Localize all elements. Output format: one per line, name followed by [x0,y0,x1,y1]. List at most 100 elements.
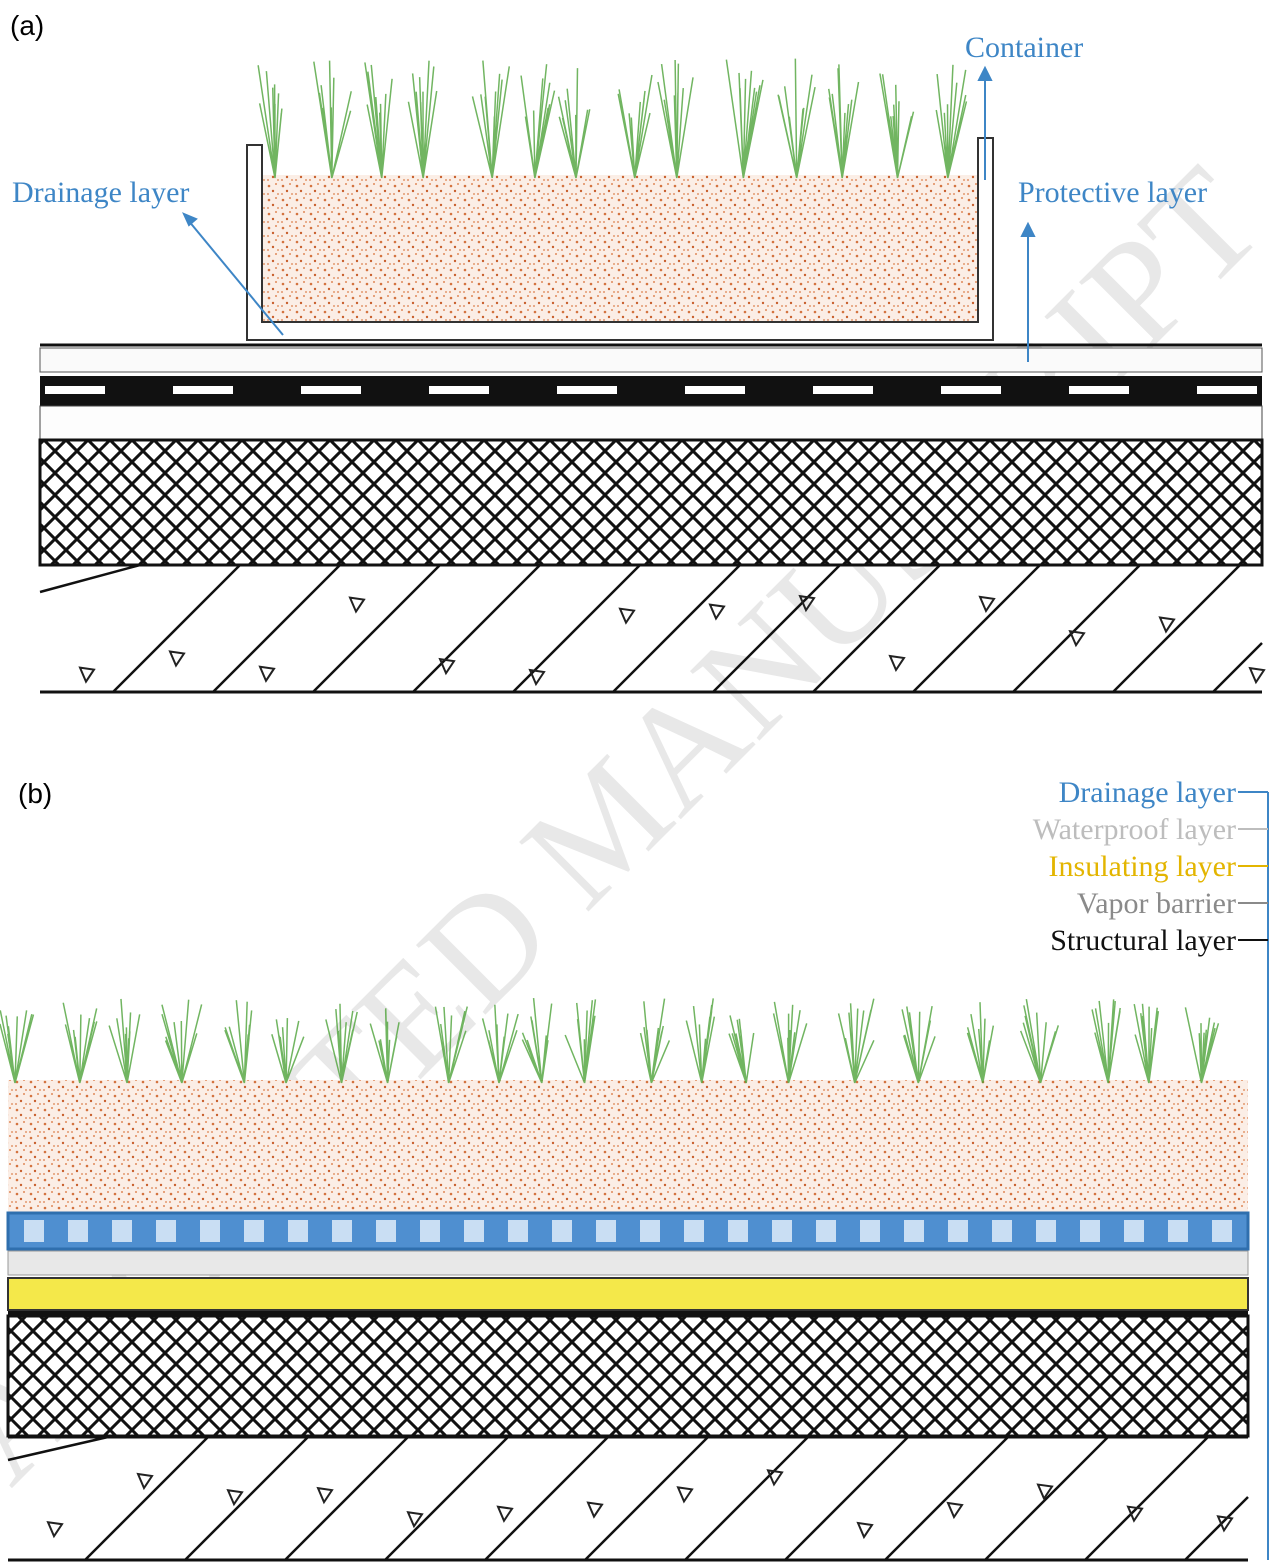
plant [257,65,283,179]
plant [966,1002,995,1084]
hatch [112,564,241,693]
label: Drainage layer [12,176,189,209]
hatch [412,564,541,693]
aggregate [1216,1515,1234,1533]
aggregate [1158,616,1176,634]
hatch [484,1436,609,1561]
aggregate [406,1510,424,1529]
label: Protective layer [1018,176,1207,209]
hatch [1212,642,1263,693]
aggregate [586,1501,604,1519]
dash [941,386,1001,394]
aggregate [766,1469,784,1487]
dash [45,386,105,394]
plant [564,999,597,1084]
hatch [212,564,341,693]
aggregate [136,1472,154,1491]
hatch [1012,564,1141,693]
plant [325,1003,358,1084]
plant [521,997,553,1084]
plant [728,1015,755,1084]
legend: Drainage layer Waterproof layer Insulating… [1033,776,1269,1560]
plant [557,68,591,179]
plant [1184,1007,1220,1084]
hatch [384,1436,509,1561]
aggregate [226,1488,244,1507]
aggregate [856,1521,874,1540]
legend-label: Vapor barrier [1077,887,1236,920]
aggregate [1036,1483,1054,1501]
hatch [712,564,841,693]
insulating-band [7,1277,1249,1311]
hatch [584,1436,709,1561]
aggregate [946,1501,964,1520]
plant [935,64,968,179]
aggregate [1126,1505,1144,1523]
plant [777,58,816,179]
panel-label: (a) [10,10,44,41]
hatch [312,564,441,693]
soil [8,1080,1248,1212]
hatch [912,564,1041,693]
aggregate [978,595,996,613]
hatch [784,1436,909,1561]
plant [364,62,393,179]
plants [0,997,1220,1084]
plant [837,998,875,1084]
aggregate [798,594,816,613]
soil [262,175,978,322]
aggregate [78,666,96,684]
hatch [612,564,741,693]
aggregate [528,668,546,687]
aggregate [676,1486,694,1504]
dash [301,386,361,394]
plant [520,64,556,179]
plant [108,998,141,1084]
plants [257,58,968,179]
hatch [1184,1496,1249,1561]
aggregate [618,607,636,625]
legend-label: Insulating layer [1049,850,1236,883]
aggregate [438,657,456,676]
plant [1133,1003,1160,1084]
plant [271,1018,305,1084]
plant [1019,999,1060,1084]
dash [429,386,489,394]
plant [617,74,653,179]
aggregate [316,1486,334,1505]
panel-label: (b) [18,778,52,809]
plant [639,998,671,1084]
aggregate [168,650,186,668]
dash [173,386,233,394]
hatch [84,1436,209,1561]
plant [657,59,694,179]
hatch [284,1436,409,1561]
aggregate [46,1520,64,1539]
drainage-band [6,1211,1250,1251]
dashes [45,386,1257,394]
hatch [39,563,141,594]
structural-hatch [6,1314,1250,1438]
hatch [984,1436,1109,1561]
screed-band [39,405,1263,441]
legend-label: Drainage layer [1059,776,1236,809]
waterproof-band [40,376,1262,406]
waterproof-band [7,1250,1249,1276]
label: Container [965,31,1083,64]
plant [62,1002,98,1084]
container [246,137,994,341]
legend-label: Waterproof layer [1033,813,1236,846]
plant [369,1008,400,1084]
dash [813,386,873,394]
dash [1069,386,1129,394]
dash [685,386,745,394]
aggregate [1068,629,1086,648]
hatch [812,564,941,693]
plant [481,1004,519,1084]
hatch [184,1436,309,1561]
hatch [684,1436,809,1561]
structural [7,1435,1249,1562]
dash [1197,386,1257,394]
aggregate [1248,666,1266,685]
plant [901,1006,936,1084]
